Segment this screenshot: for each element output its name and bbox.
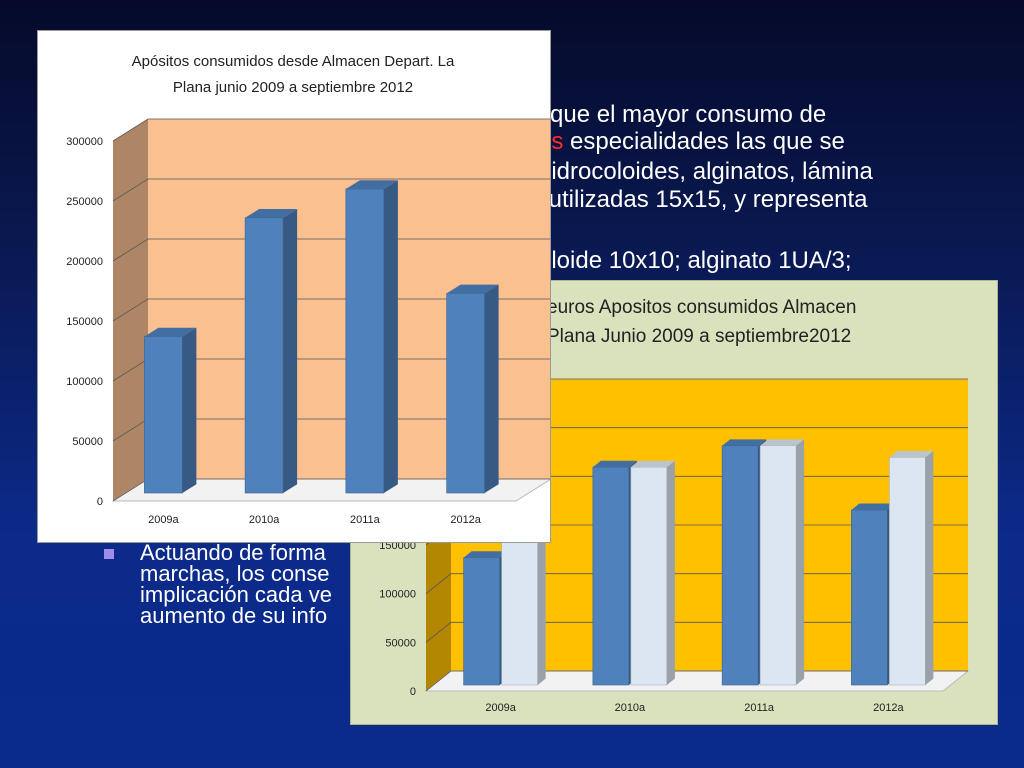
undefined-ytick-label: 150000 [66,316,103,328]
undefined-bar-side [925,451,934,685]
undefined-bar [851,509,888,686]
chart-apositos-title: Apósitos consumidos desde Almacen Depart… [58,49,528,101]
undefined-bar-side [666,460,675,685]
undefined-bar [463,557,500,686]
undefined-bar-side [383,180,398,493]
undefined-bar-top [722,439,767,446]
undefined-ytick-label: 150000 [379,540,416,552]
undefined-xtick-label: 2009a [485,702,516,714]
undefined-bar-top [630,460,675,468]
undefined-ytick-label: 0 [410,686,416,698]
undefined-xtick-label: 2010a [249,514,280,526]
undefined-bar [630,466,668,686]
undefined-bar-top [463,551,508,558]
body-line-4: s utilizadas 15x15, y representa [530,186,868,213]
undefined-bar-side [283,209,298,493]
undefined-gridline [112,118,550,142]
undefined-gridline [112,298,550,322]
undefined-bar-side [182,327,197,493]
undefined-ytick-label: 300000 [66,136,103,148]
chart-apositos-title-line-1: Apósitos consumidos desde Almacen Depart… [131,53,455,70]
undefined-bar-side [484,284,499,493]
chart-euros-title-line-1: euros Apositos consumidos Almacen [547,297,857,318]
undefined-ytick-label: 100000 [379,589,416,601]
chart-apositos-title-line-2: Plana junio 2009 a septiembre 2012 [172,79,414,96]
body-line-5: oloide 10x10; alginato 1UA/3; [538,247,852,274]
undefined-xtick-label: 2012a [450,514,481,526]
bullet-square-icon [104,549,114,559]
chart-euros-title-line-2: Plana Junio 2009 a septiembre2012 [547,326,852,347]
undefined-xtick-label: 2012a [873,702,904,714]
undefined-bar-top [446,284,499,294]
undefined-bar-side [537,504,546,685]
undefined-bar [759,445,797,686]
undefined-bar [889,457,926,686]
undefined-ytick-label: 100000 [66,376,103,388]
undefined-bar [721,445,759,686]
undefined-bar-top [345,180,398,189]
undefined-ytick-label: 0 [97,496,103,508]
undefined-bar [592,466,630,686]
undefined-ytick-label: 50000 [72,436,103,448]
undefined-bar [345,188,385,494]
undefined-bar-top [851,503,896,510]
body-line-1: a que el mayor consumo de [530,101,827,128]
chart-apositos-plot: 0 50000 100000 150000 200000 250000 300000 2009… [66,118,550,526]
undefined-bar-side [796,439,805,685]
body-line-2: res especialidades las que se [530,128,845,155]
undefined-bar-top [144,327,197,337]
undefined-xtick-label: 2009a [148,514,179,526]
undefined-bar-top [760,439,805,446]
bullet-line-3: implicación cada ve [140,582,332,607]
undefined-gridline [112,238,550,262]
undefined-bar-top [889,451,934,458]
undefined-bar [446,293,485,494]
bullet-line-2: marchas, los conse [140,561,330,586]
undefined-bar-top [592,460,637,468]
chart-apositos: Apósitos consumidos desde Almacen Depart… [37,30,551,543]
undefined-bar-top [245,209,298,218]
undefined-bar [144,336,183,494]
undefined-xtick-label: 2011a [350,514,381,526]
undefined-ytick-label: 50000 [385,637,416,649]
undefined-gridline [112,178,550,202]
body-line-3: (hidrocoloides, alginatos, lámina [530,158,873,185]
undefined-xtick-label: 2010a [615,702,646,714]
chart-euros-plot: 0 50000 100000 150000 2009a 2010a 2011a 2012a [379,378,970,714]
bullet-line-4: aumento de su info [140,603,328,628]
undefined-xtick-label: 2011a [744,702,775,714]
bullet-line-1: Actuando de forma [140,540,326,565]
undefined-bar [244,217,284,494]
undefined-ytick-label: 250000 [66,196,103,208]
undefined-ytick-label: 200000 [66,256,103,268]
chart-euros-title: euros Apositos consumidos Almacen Plana … [547,293,907,351]
